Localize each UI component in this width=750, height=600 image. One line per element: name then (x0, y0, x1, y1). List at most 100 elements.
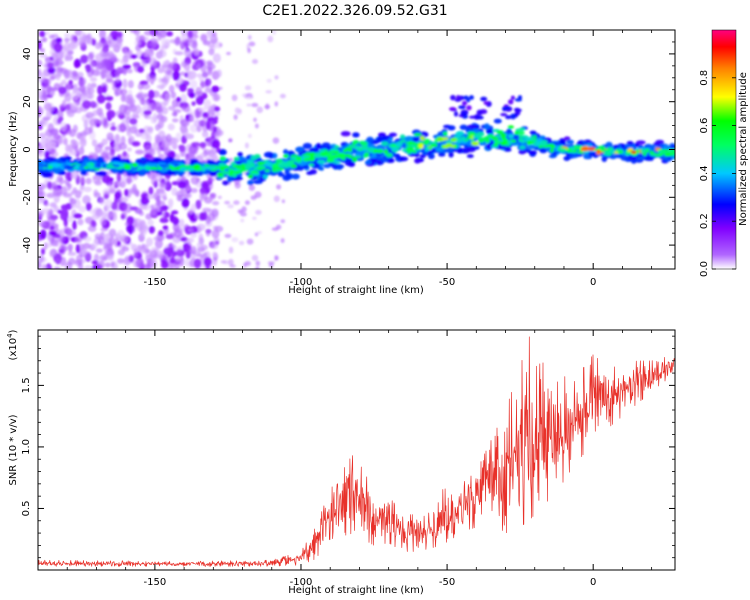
spectrogram-cell (158, 30, 167, 37)
spectrogram-x-tick-label: -100 (290, 277, 313, 288)
spectrogram-cell (202, 71, 208, 79)
spectrogram-cell (113, 181, 122, 188)
spectrogram-cell (64, 92, 72, 102)
spectrogram-cell (39, 191, 46, 198)
spectrogram-cell (126, 174, 132, 185)
spectrogram-cell (47, 233, 52, 242)
spectrogram-cell (417, 141, 425, 146)
spectrogram-cell (191, 101, 196, 106)
spectrogram-cell (88, 152, 95, 161)
chart-title: C2E1.2022.326.09.52.G31 (262, 3, 447, 19)
spectrogram-cell (74, 237, 82, 242)
spectrogram-cell (82, 90, 88, 96)
spectrogram-cell (149, 250, 158, 259)
spectrogram-cell (89, 209, 98, 215)
spectrogram-cell (371, 152, 377, 159)
spectrogram-cell (273, 195, 280, 203)
spectrogram-cell (195, 141, 200, 151)
spectrogram-cell (86, 162, 92, 167)
spectrogram-cell (280, 238, 285, 244)
spectrogram-cell (583, 153, 590, 159)
spectrogram-cell (207, 177, 216, 182)
spectrogram-cell (96, 156, 105, 163)
spectrogram-cell (126, 147, 132, 152)
spectrogram-cell (51, 58, 60, 67)
spectrogram-cell (57, 109, 64, 119)
spectrogram-cell (601, 155, 608, 162)
spectrogram-cell (353, 145, 362, 150)
spectrogram-cell (93, 189, 99, 196)
spectrogram-cell (528, 150, 538, 155)
spectrogram-cell (103, 233, 112, 240)
spectrogram-cell (496, 130, 503, 135)
spectrogram-cell (137, 65, 145, 73)
spectrogram-cell (640, 148, 647, 154)
spectrogram-cell (79, 138, 87, 148)
spectrogram-cell (257, 230, 262, 235)
spectrogram-cell (169, 256, 176, 264)
colorbar-gradient (711, 29, 737, 270)
spectrogram-cell (257, 161, 264, 165)
spectrogram-cell (60, 186, 68, 195)
spectrogram-cell (101, 59, 110, 70)
spectrogram-cell (232, 172, 237, 177)
spectrogram-cell (136, 263, 146, 269)
spectrogram-cell (109, 40, 118, 48)
spectrogram-cell (140, 58, 146, 68)
spectrogram-cell (460, 112, 467, 117)
spectrogram-cell (244, 142, 249, 149)
spectrogram-cell (438, 152, 446, 157)
spectrogram-cell (183, 102, 191, 113)
spectrogram-cell (102, 85, 107, 94)
spectrogram-cell (173, 229, 183, 238)
spectrogram-cell (165, 179, 171, 189)
spectrogram-cell (297, 156, 302, 161)
snr-x-tick-label: 0 (590, 577, 596, 588)
spectrogram-cell (232, 176, 243, 181)
spectrogram-cell (241, 206, 247, 213)
spectrogram-cell (388, 132, 398, 137)
spectrogram-cell (214, 116, 219, 121)
spectrogram-cell (104, 146, 113, 151)
spectrogram-cell (558, 147, 567, 153)
spectrogram-cell (143, 30, 153, 36)
spectrogram-cell (38, 212, 43, 218)
spectrogram-cell (56, 117, 62, 124)
spectrogram-cell (345, 147, 350, 151)
spectrogram-cell (38, 199, 43, 205)
spectrogram-cell (212, 251, 218, 257)
spectrogram-cell (183, 49, 190, 57)
spectrogram-cell (119, 110, 125, 116)
spectrogram-cell (177, 180, 187, 189)
spectrogram-cell (603, 148, 611, 152)
spectrogram-cell (47, 67, 56, 74)
spectrogram-cell (189, 111, 194, 121)
spectrogram-cell (224, 200, 231, 205)
spectrogram-cell (85, 202, 92, 212)
spectrogram-cell (212, 53, 221, 63)
spectrogram-cell (124, 164, 131, 169)
spectrogram-cell (116, 124, 124, 133)
spectrogram-cell (171, 187, 178, 196)
spectrogram-cell (193, 119, 202, 127)
spectrogram-cell (73, 213, 83, 219)
spectrogram-cell (256, 164, 265, 169)
spectrogram-cell (331, 154, 339, 159)
spectrogram-cell (239, 210, 243, 215)
spectrogram-cell (204, 87, 212, 94)
spectrogram-cell (392, 143, 397, 149)
spectrogram-cell (85, 177, 92, 185)
spectrogram-cell (60, 121, 67, 132)
spectrogram-cell (617, 150, 624, 154)
spectrogram-cell (63, 129, 72, 135)
spectrogram-cell (67, 184, 73, 189)
spectrogram-cell (237, 152, 243, 157)
spectrogram-cell (493, 118, 502, 124)
spectrogram-cell (102, 120, 109, 129)
spectrogram-cell (518, 138, 524, 142)
spectrogram-cell (381, 141, 389, 146)
spectrogram-y-axis-label: Frequency (Hz) (8, 111, 19, 187)
spectrogram-cell (466, 97, 471, 103)
spectrogram-cell (442, 144, 450, 149)
spectrogram-cell (198, 233, 204, 243)
